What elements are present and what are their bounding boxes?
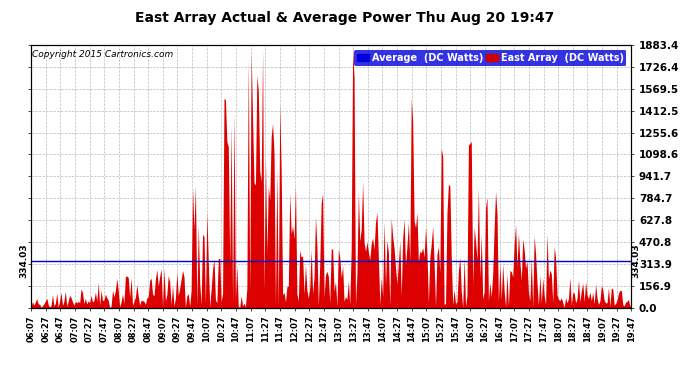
- Text: Copyright 2015 Cartronics.com: Copyright 2015 Cartronics.com: [32, 50, 173, 59]
- Legend: Average  (DC Watts), East Array  (DC Watts): Average (DC Watts), East Array (DC Watts…: [354, 50, 627, 66]
- Text: 334.03: 334.03: [19, 244, 28, 278]
- Text: 334.03: 334.03: [631, 244, 640, 278]
- Text: East Array Actual & Average Power Thu Aug 20 19:47: East Array Actual & Average Power Thu Au…: [135, 11, 555, 25]
